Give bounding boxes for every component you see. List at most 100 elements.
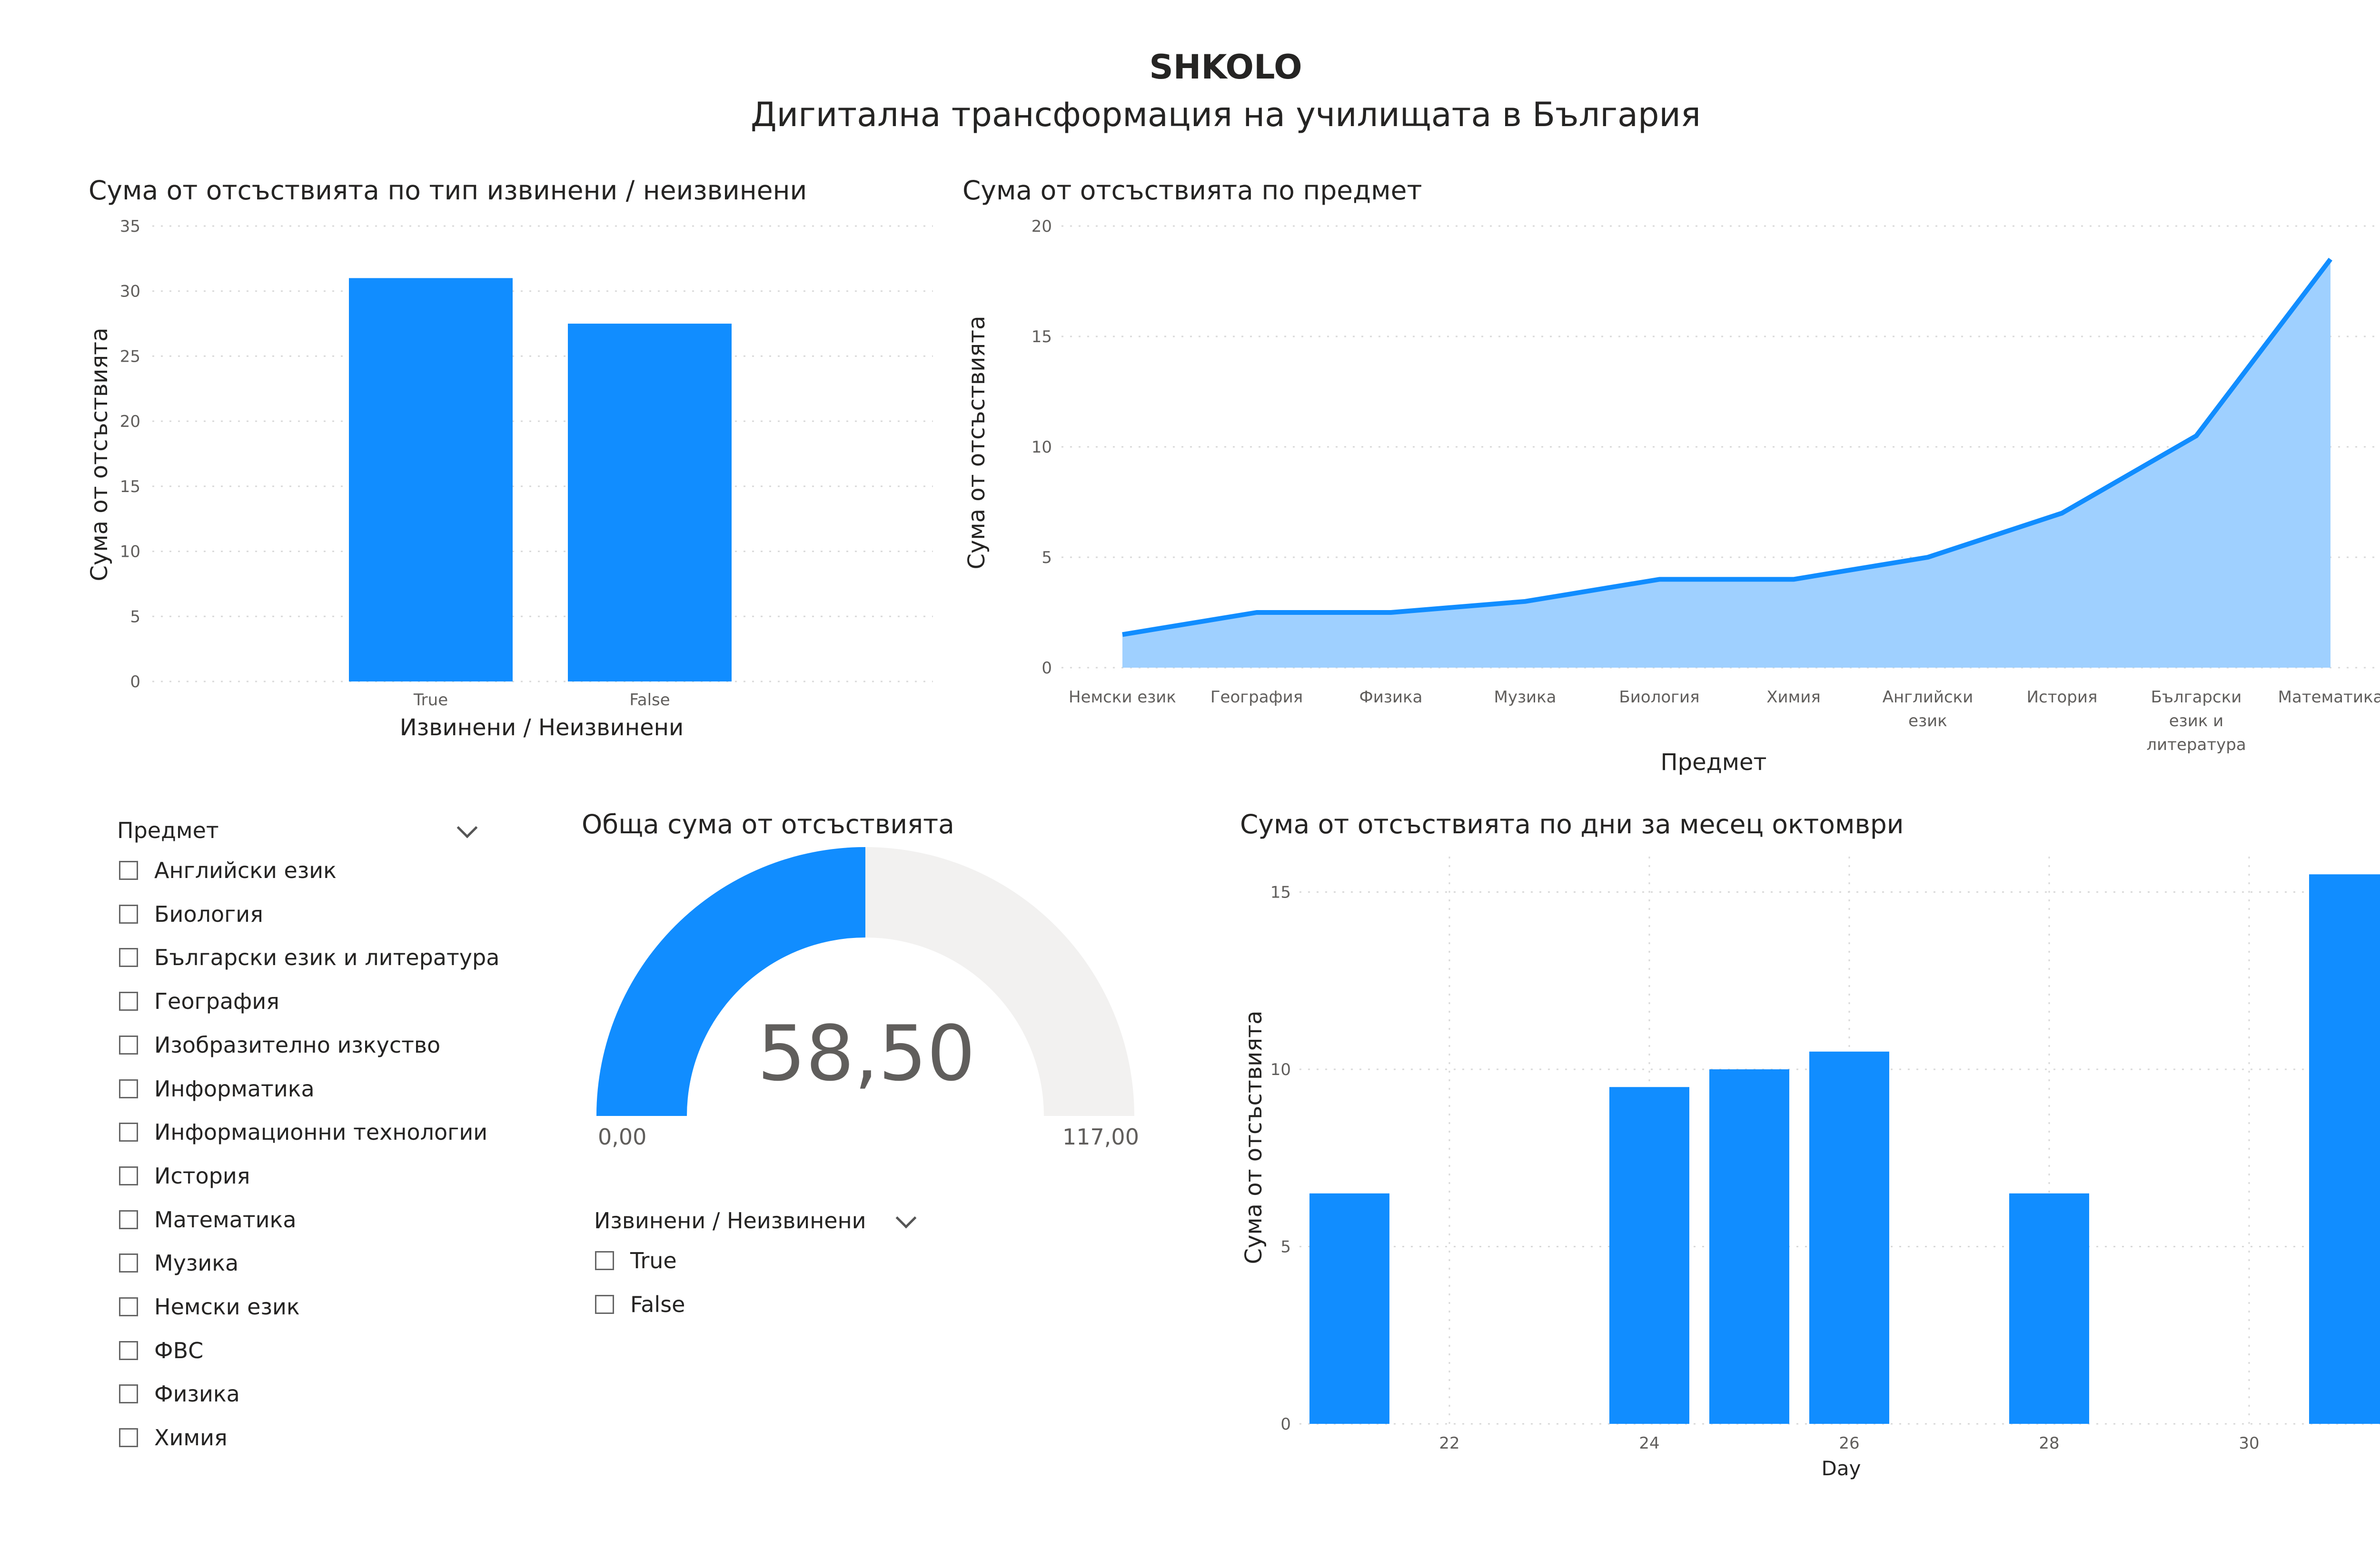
subject-option[interactable]: ФВС [119,1338,203,1363]
y-tick-label: 5 [130,607,140,626]
x-tick-label: Английски език [1883,688,1973,730]
checkbox[interactable] [595,1294,614,1314]
subject-chart-title: Сума от отсъствията по предмет [962,175,1422,206]
excused-option[interactable]: False [595,1292,685,1317]
x-tick-label: 24 [1639,1434,1659,1453]
subject-option[interactable]: Информатика [119,1076,315,1102]
days-bar-chart: 0 5 10 15 22 24 26 28 30 Day Сума от отсъствият… [1240,857,2380,1480]
y-tick-label: 35 [120,217,140,236]
y-tick-label: 20 [1031,217,1052,236]
checkbox[interactable] [119,1253,138,1273]
subject-slicer-title: Предмет [117,818,219,843]
gauge-max-label: 117,00 [1062,1124,1139,1150]
y-tick-label: 10 [120,543,140,562]
subject-option[interactable]: Музика [119,1250,238,1276]
checkbox[interactable] [119,1079,138,1098]
subject-option-label: Музика [154,1250,239,1276]
subject-option-label: Химия [154,1425,228,1451]
gauge-fill [596,847,865,1116]
checkbox[interactable] [595,1251,614,1270]
subject-option-label: Информатика [154,1076,315,1102]
subject-option-label: История [154,1163,250,1189]
checkbox[interactable] [119,1035,138,1055]
excused-slicer-header[interactable]: Извинени / Неизвинени [594,1207,927,1236]
excused-option-label: True [630,1248,677,1273]
subject-option[interactable]: Математика [119,1207,297,1233]
subject-option-label: География [154,988,279,1015]
chevron-down-icon[interactable] [456,817,478,839]
x-tick-label: 26 [1839,1434,1859,1453]
subject-option[interactable]: Български език и литература [119,945,499,970]
y-tick-label: 30 [120,282,140,301]
y-tick-label: 0 [1041,659,1052,678]
bar-day-25[interactable] [1709,1069,1789,1424]
checkbox[interactable] [119,1428,138,1448]
subject-option-label: Математика [154,1206,297,1233]
bar-day-28[interactable] [2009,1193,2089,1424]
subject-option-label: Български език и литература [154,945,500,971]
chevron-down-icon[interactable] [895,1207,917,1229]
gauge-title: Обща сума от отсъствията [582,809,954,839]
subject-option-label: ФВС [154,1337,204,1363]
x-tick-label: География [1210,688,1303,707]
x-tick-label: Музика [1494,688,1556,707]
days-chart-title: Сума от отсъствията по дни за месец окто… [1240,809,1904,839]
checkbox[interactable] [119,1384,138,1404]
x-tick-label: 30 [2239,1434,2259,1453]
subject-option[interactable]: История [119,1163,250,1189]
report-subtitle: Дигитална трансформация на училищата в Б… [750,95,1701,134]
subject-option-label: Английски език [154,858,337,883]
checkbox[interactable] [119,1210,138,1229]
x-tick-label: False [629,691,670,710]
excused-option-label: False [630,1291,685,1317]
y-tick-label: 0 [1280,1415,1291,1434]
checkbox[interactable] [119,1166,138,1185]
checkbox[interactable] [119,992,138,1011]
bar-false[interactable] [568,324,732,681]
subject-option[interactable]: Биология [119,901,263,927]
subject-option[interactable]: Химия [119,1425,228,1450]
checkbox[interactable] [119,904,138,924]
y-tick-label: 5 [1041,548,1052,567]
x-tick-label: Физика [1359,688,1423,707]
x-tick-label: Биология [1619,688,1699,707]
checkbox[interactable] [119,861,138,880]
subject-option[interactable]: География [119,988,279,1014]
bar-day-31[interactable] [2309,874,2380,1424]
x-tick-label: Български език и литература [2146,688,2246,754]
subject-option-label: Изобразително изкуство [154,1032,441,1058]
x-tick-label: 22 [1439,1434,1459,1453]
y-tick-label: 15 [1031,327,1052,346]
subject-option[interactable]: Изобразително изкуство [119,1032,440,1058]
excused-slicer-title: Извинени / Неизвинени [594,1208,866,1233]
x-tick-label: 28 [2039,1434,2059,1453]
x-tick-label: True [413,691,448,710]
checkbox[interactable] [119,948,138,967]
x-tick-label: Математика [2278,688,2380,707]
subject-option[interactable]: Физика [119,1381,240,1407]
excused-chart-title: Сума от отсъствията по тип извинени / не… [89,175,807,206]
excused-option[interactable]: True [595,1248,677,1273]
excused-x-axis-title: Извинени / Неизвинени [400,714,684,741]
subject-slicer-header[interactable]: Предмет [117,817,484,846]
subject-option-label: Информационни технологии [154,1119,488,1145]
y-tick-label: 0 [130,672,140,691]
subject-y-axis-title: Сума от отсъствията [963,316,990,569]
gauge-min-label: 0,00 [598,1124,647,1150]
subject-area-fill [1122,259,2330,668]
bar-day-24[interactable] [1609,1087,1689,1424]
subject-option[interactable]: Английски език [119,858,337,883]
checkbox[interactable] [119,1123,138,1142]
checkbox[interactable] [119,1297,138,1316]
bar-day-26[interactable] [1809,1051,1889,1424]
subject-option[interactable]: Немски език [119,1294,300,1320]
y-tick-label: 25 [120,347,140,366]
checkbox[interactable] [119,1341,138,1360]
subject-x-axis-title: Предмет [1661,749,1767,776]
bar-true[interactable] [349,278,513,681]
bar-day-21[interactable] [1309,1193,1389,1424]
subject-option[interactable]: Информационни технологии [119,1119,487,1145]
excused-bar-chart: 0 5 10 15 20 25 30 35 True False Извинени / Неиз… [86,217,933,741]
subject-area-chart: 0 5 10 15 20 Немски език География Физика Музик… [963,217,2380,776]
